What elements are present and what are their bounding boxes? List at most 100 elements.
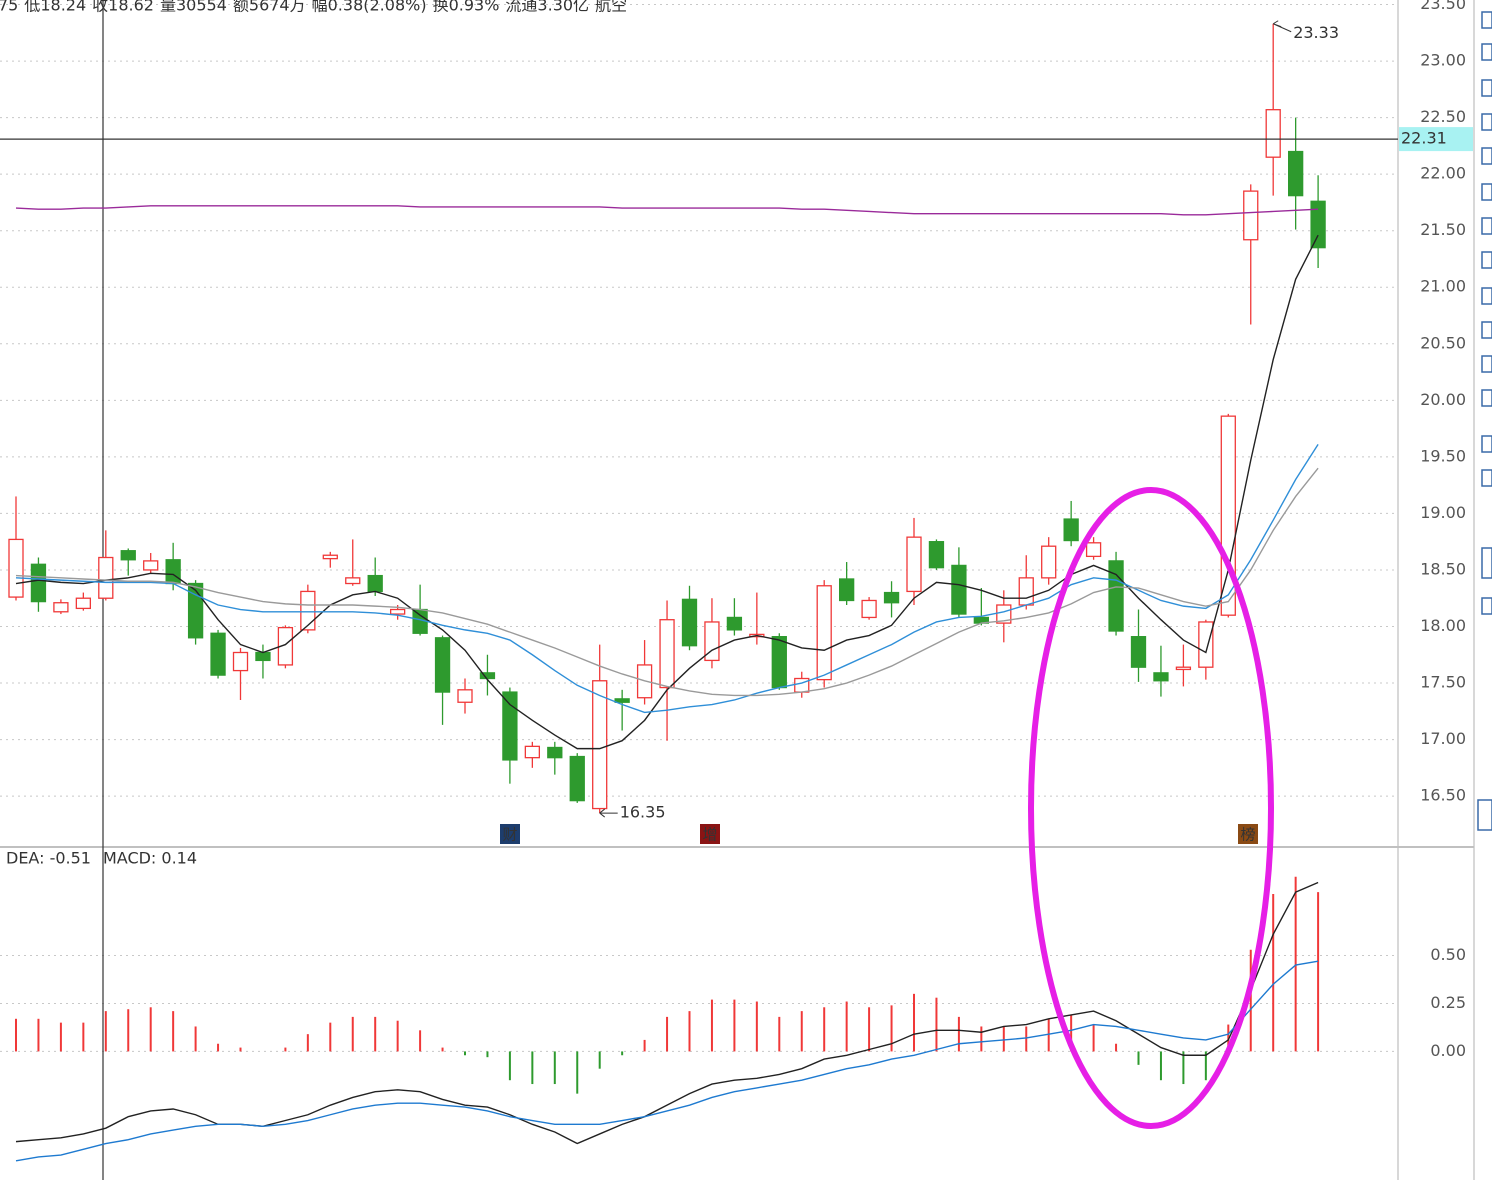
event-marker (500, 824, 520, 844)
tool-icon (1481, 113, 1492, 131)
y-tick-label: 21.50 (1420, 220, 1466, 239)
header-item: 收18.62 (92, 0, 154, 15)
candle-body (98, 556, 114, 599)
event-marker (1238, 824, 1258, 844)
candle-body (816, 585, 832, 681)
candle-body (1085, 542, 1102, 558)
tool-icon (1481, 321, 1492, 339)
candle-body (457, 689, 473, 703)
tool-icon (1481, 355, 1492, 373)
tool-icon (1481, 597, 1492, 615)
high-arrow (1272, 20, 1292, 33)
candle-body (8, 538, 24, 598)
tool-icon (1481, 147, 1492, 165)
candle-body (232, 651, 249, 672)
y-tick-label: 17.00 (1420, 729, 1466, 748)
candle-body (794, 677, 810, 693)
header-item: 幅0.38(2.08%) (312, 0, 427, 15)
y-tick-label: 21.00 (1420, 277, 1466, 296)
candle-body (1288, 150, 1304, 197)
candle-body (53, 602, 69, 613)
y-tick-label: 23.50 (1420, 0, 1466, 13)
y2-tick-label: 0.00 (1430, 1041, 1466, 1060)
tool-icon (1481, 435, 1492, 453)
tool-icon (1481, 469, 1492, 487)
y-tick-label: 23.00 (1420, 51, 1466, 70)
candle-body (143, 560, 159, 571)
ma-line (15, 467, 1319, 697)
header-item: 额5674万 (233, 0, 306, 15)
y-tick-label: 22.50 (1420, 107, 1466, 126)
candle-body (277, 626, 294, 666)
candle-body (1018, 577, 1034, 606)
toolbar (1477, 11, 1492, 831)
candle-body (861, 599, 877, 619)
candle-body (30, 563, 47, 603)
candle-body (1265, 109, 1281, 158)
header: 75 低18.24 收18.62 量30554 额5674万 幅0.38(2.08%) 换0… (0, 0, 627, 15)
y-tick-label: 17.50 (1420, 673, 1466, 692)
candle-body (726, 616, 743, 631)
candle-body (951, 564, 967, 615)
candle-body (524, 745, 540, 759)
tool-icon (1481, 251, 1492, 269)
candle-body (1198, 621, 1214, 668)
candle-body (300, 590, 316, 631)
axes: 16.50 17.00 17.50 18.00 18.50 19.00 19.50 20.00… (0, 0, 1473, 1060)
candle-body (255, 651, 271, 662)
candle-body (547, 746, 563, 759)
header-item: 流通3.30亿 (505, 0, 589, 15)
tool-icon (1481, 79, 1492, 97)
tool-icon (1481, 287, 1492, 305)
tool-icon (1481, 43, 1492, 61)
ma-line (15, 205, 1319, 216)
candle-body (771, 636, 787, 689)
price-pane: 23.33 16.35 财 增 榜 (8, 20, 1339, 844)
ma-line (15, 444, 1319, 714)
candle-body (1063, 518, 1079, 542)
candle-body (367, 574, 383, 593)
candle-body (1310, 200, 1326, 249)
candle-body (614, 698, 630, 703)
y-tick-label: 20.50 (1420, 333, 1466, 352)
candle-body (839, 578, 855, 602)
candle-body (1175, 666, 1192, 671)
candle-body (928, 541, 945, 569)
tool-icon (1481, 183, 1492, 201)
crosshair-price-box (1399, 127, 1473, 152)
candle-body (1243, 190, 1259, 241)
tool-icon (1481, 547, 1492, 579)
y-tick-label: 19.50 (1420, 446, 1466, 465)
event-marker (700, 824, 720, 844)
candle-body (322, 554, 338, 560)
candle-body (1108, 560, 1124, 632)
candle-body (165, 559, 181, 585)
dea-line (15, 960, 1319, 1162)
low-arrow (599, 808, 618, 818)
header-item: 换0.93% (433, 0, 500, 15)
candle-body (210, 632, 226, 676)
candle-body (1153, 672, 1169, 682)
candle-body (906, 536, 922, 593)
candle-body (883, 591, 900, 604)
candle-body (681, 598, 698, 647)
y2-tick-label: 0.25 (1430, 993, 1466, 1012)
highlight-ellipse (1028, 487, 1274, 1129)
event-label: 财 (502, 826, 517, 844)
candle-body (659, 619, 675, 689)
y-tick-label: 22.00 (1420, 164, 1466, 183)
header-item: 低18.24 (24, 0, 86, 15)
candle-body (996, 604, 1012, 624)
tool-icon (1477, 799, 1492, 831)
header-item: 航空 (595, 0, 627, 15)
high-label: 23.33 (1293, 23, 1339, 42)
candle-body (389, 608, 406, 615)
candle-body (1130, 636, 1147, 668)
header-item: 量30554 (160, 0, 227, 15)
y-tick-label: 19.00 (1420, 503, 1466, 522)
tool-icon (1481, 11, 1492, 29)
y-tick-label: 16.50 (1420, 786, 1466, 805)
tool-icon (1481, 389, 1492, 407)
